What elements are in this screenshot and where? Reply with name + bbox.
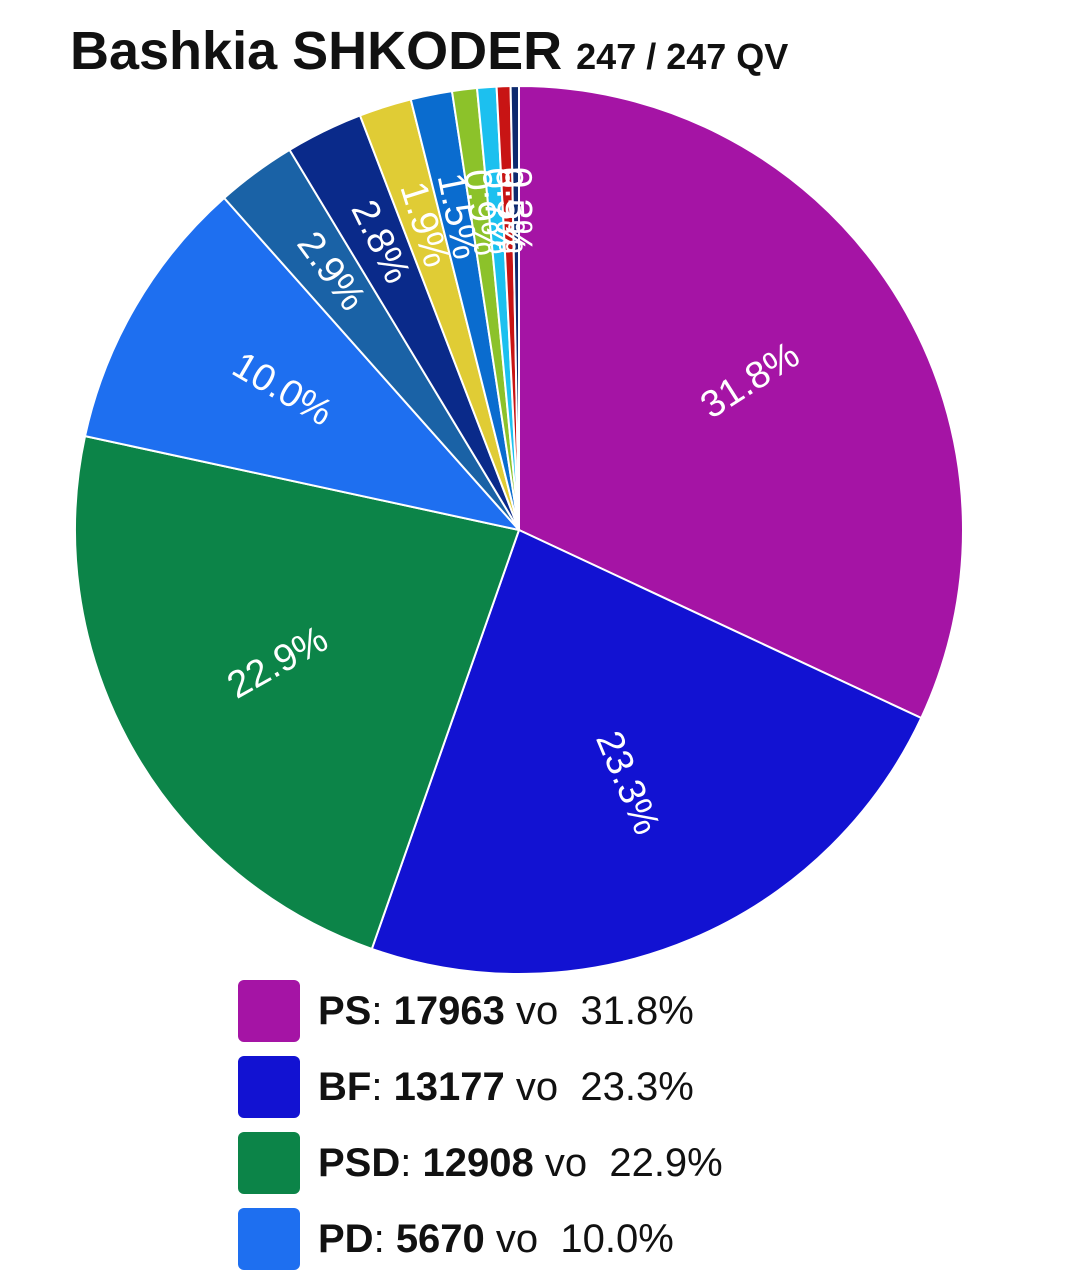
legend-party-name: PS	[318, 988, 372, 1033]
legend-percent: 23.3%	[580, 1064, 694, 1109]
legend-text-ps: PS: 17963 vo 31.8%	[318, 988, 694, 1033]
legend-percent: 31.8%	[580, 988, 694, 1033]
pie-slice-label: 0.5%	[487, 166, 532, 254]
legend-votes: 12908	[422, 1140, 534, 1185]
legend-percent: 22.9%	[609, 1140, 723, 1185]
legend-item-psd: PSD: 12908 vo 22.9%	[238, 1132, 723, 1194]
pie-slice-other-11	[509, 84, 520, 531]
legend-item-ps: PS: 17963 vo 31.8%	[238, 980, 723, 1042]
legend-unit: vo	[515, 988, 559, 1033]
legend-swatch-ps	[238, 980, 300, 1042]
legend-votes: 17963	[393, 988, 505, 1033]
pie-slice-psd	[74, 434, 521, 951]
chart-title-main: Bashkia SHKODER	[70, 21, 563, 81]
legend-percent: 10.0%	[560, 1216, 674, 1261]
legend-text-bf: BF: 13177 vo 23.3%	[318, 1064, 694, 1109]
pie-slice-ps	[518, 84, 964, 720]
legend-item-bf: BF: 13177 vo 23.3%	[238, 1056, 723, 1118]
legend-unit: vo	[495, 1216, 539, 1261]
pie-slice-pd	[83, 196, 522, 532]
pie-slice-label: 0.7%	[474, 166, 522, 255]
pie-slice-bf	[370, 528, 923, 975]
legend-party-name: BF	[318, 1064, 372, 1109]
chart-title-sub: 247 / 247 QV	[576, 36, 789, 77]
legend-votes: 5670	[395, 1216, 485, 1261]
legend-swatch-psd	[238, 1132, 300, 1194]
legend-unit: vo	[515, 1064, 559, 1109]
pie-slice-label: 0.3%	[497, 167, 540, 254]
legend-item-pd: PD: 5670 vo 10.0%	[238, 1208, 723, 1270]
legend-party-name: PSD	[318, 1140, 401, 1185]
legend-votes: 13177	[393, 1064, 505, 1109]
pie-chart: 31.8%23.3%22.9%10.0%2.9%2.8%1.9%1.5%0.9%…	[74, 84, 964, 975]
chart-title: Bashkia SHKODER 247 / 247 QV	[70, 20, 788, 82]
legend: PS: 17963 vo 31.8% BF: 13177 vo 23.3% PS…	[238, 980, 723, 1284]
legend-swatch-pd	[238, 1208, 300, 1270]
legend-swatch-bf	[238, 1056, 300, 1118]
legend-party-name: PD	[318, 1216, 374, 1261]
legend-text-psd: PSD: 12908 vo 22.9%	[318, 1140, 723, 1185]
legend-text-pd: PD: 5670 vo 10.0%	[318, 1216, 674, 1261]
legend-unit: vo	[544, 1140, 588, 1185]
